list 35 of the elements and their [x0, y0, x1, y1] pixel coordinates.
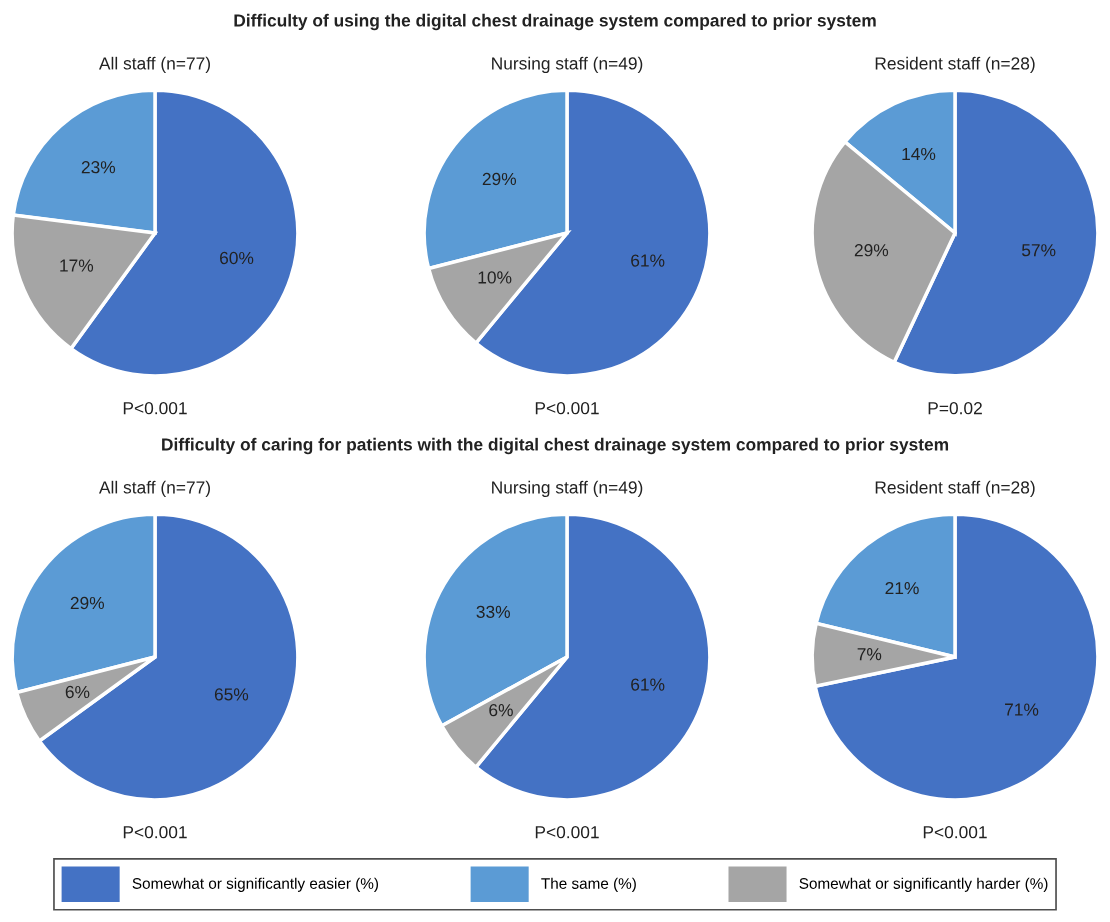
data-label: 65% — [214, 688, 249, 701]
data-label: 17% — [60, 259, 94, 272]
data-label: 61% — [631, 678, 665, 691]
chart-title: Nursing staff (n=49) — [492, 56, 643, 73]
text: P<0.001 — [123, 826, 187, 839]
chart-title: Resident staff (n=28) — [875, 56, 1035, 73]
legend-label: Somewhat or significantly easier (%) — [132, 877, 379, 892]
data-label: 71% — [1005, 703, 1039, 716]
chart-subtitle: Difficulty of using the digital chest drainage system compared to prior system — [234, 13, 876, 31]
text: P<0.001 — [535, 402, 599, 415]
data-label: 21% — [885, 581, 919, 595]
text: P<0.001 — [535, 826, 599, 839]
data-label: 10% — [478, 271, 512, 284]
chart-title: All staff (n=77) — [98, 56, 210, 73]
data-label: 29% — [482, 172, 517, 186]
text: Difficulty of caring for patients with the digital chest drainage system compared to prior system — [162, 437, 949, 455]
legend-label: Somewhat or significantly harder (%) — [799, 877, 1048, 892]
text: P<0.001 — [123, 402, 187, 415]
chart-title: Resident staff (n=28) — [875, 480, 1035, 497]
data-label: 6% — [65, 685, 90, 699]
data-label: 29% — [70, 596, 105, 610]
data-label: 29% — [854, 244, 889, 257]
data-label: 14% — [902, 147, 936, 161]
data-label: 61% — [631, 254, 665, 267]
data-label: 57% — [1021, 244, 1056, 257]
data-label: 23% — [81, 161, 116, 174]
chart-title: Nursing staff (n=49) — [492, 480, 643, 497]
data-label: 6% — [489, 704, 513, 717]
text: P<0.001 — [923, 826, 987, 839]
chart-title: All staff (n=77) — [98, 480, 210, 497]
legend-label: The same (%) — [541, 877, 636, 892]
data-label: 7% — [857, 648, 882, 661]
data-label: 33% — [476, 605, 510, 619]
text: P=0.02 — [928, 402, 982, 415]
data-label: 60% — [220, 251, 254, 265]
